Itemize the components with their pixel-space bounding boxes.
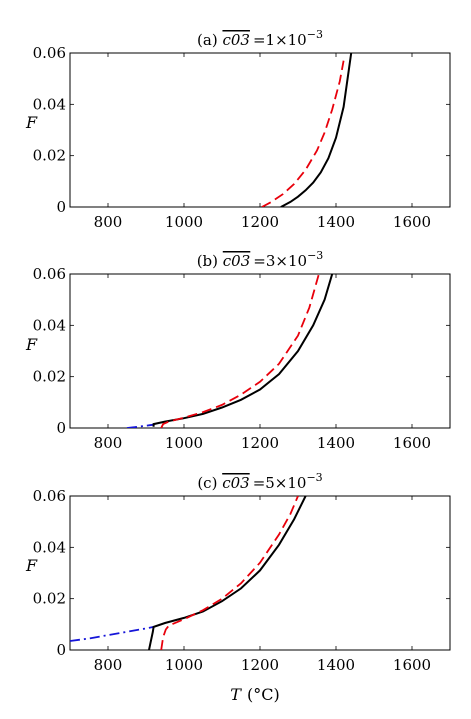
panel-title-b: (b) c03 =3×10−3: [197, 249, 324, 270]
y-tick-label-c-3: 0.06: [33, 487, 66, 505]
y-axis-label-a: F: [25, 113, 38, 132]
panel-title-exp-a: −3: [307, 28, 323, 41]
x-tick-label-c-1: 1000: [165, 656, 203, 674]
x-tick-label-c-2: 1200: [241, 656, 279, 674]
x-tick-label-a-0: 800: [94, 213, 123, 231]
panel-title-a: (a) c03 =1×10−3: [197, 28, 323, 49]
series-dashdot-c: [70, 626, 154, 642]
y-tick-label-b-3: 0.06: [33, 265, 66, 283]
panel-title-exp-c: −3: [306, 471, 322, 484]
x-tick-label-c-4: 1600: [393, 656, 431, 674]
x-axis-label-unit: (°C): [247, 685, 280, 704]
panel-title-value-c: =5×10: [253, 474, 307, 492]
y-tick-label-a-3: 0.06: [33, 44, 66, 62]
y-tick-label-c-2: 0.04: [33, 538, 66, 556]
series-dashed-a: [261, 60, 345, 207]
y-tick-label-c-1: 0.02: [33, 590, 66, 608]
panel-title-c: (c) c03 =5×10−3: [197, 471, 322, 492]
axes-box-c: [69, 495, 451, 651]
x-tick-label-b-2: 1200: [241, 434, 279, 452]
panel-title-var-c: c03: [222, 474, 250, 492]
axes-box-a: [69, 52, 451, 208]
panel-a: 800 1000 1200 1400 1600 0 0.02 0.04 0.06 (a) c03 =…: [33, 28, 451, 231]
x-tick-label-c-0: 800: [94, 656, 123, 674]
x-tick-label-b-4: 1600: [393, 434, 431, 452]
x-tick-label-a-3: 1400: [317, 213, 355, 231]
panel-title-var-b: c03: [223, 252, 251, 270]
x-tick-label-a-1: 1000: [165, 213, 203, 231]
y-tick-label-b-2: 0.04: [33, 316, 66, 334]
y-tick-label-b-0: 0: [56, 419, 66, 437]
y-tick-label-c-0: 0: [56, 641, 66, 659]
x-axis-label: T (°C): [230, 685, 279, 704]
panel-title-value-b: =3×10: [253, 252, 307, 270]
panel-title-prefix-c: (c): [197, 474, 222, 492]
y-tick-label-a-0: 0: [56, 198, 66, 216]
series-dashdot-b: [126, 423, 154, 428]
x-tick-label-b-1: 1000: [165, 434, 203, 452]
panel-b: 800 1000 1200 1400 1600 0 0.02 0.04 0.06 (b) c03 =…: [33, 249, 451, 452]
series-dashed-c: [160, 496, 299, 650]
x-axis-label-var: T: [230, 685, 242, 704]
series-solid-b: [152, 274, 334, 427]
panel-title-prefix-b: (b): [197, 252, 223, 270]
x-tick-label-c-3: 1400: [317, 656, 355, 674]
x-tick-label-b-3: 1400: [317, 434, 355, 452]
panel-title-value-a: =1×10: [253, 31, 307, 49]
y-tick-label-a-1: 0.02: [33, 147, 66, 165]
panel-title-exp-b: −3: [307, 249, 323, 262]
panel-title-prefix-a: (a): [197, 31, 222, 49]
panel-title-var-a: c03: [222, 31, 250, 49]
series-solid-a: [280, 53, 353, 207]
y-tick-label-a-2: 0.04: [33, 95, 66, 113]
series-dashed-b: [160, 274, 320, 428]
y-tick-label-b-1: 0.02: [33, 368, 66, 386]
axes-box-b: [69, 273, 451, 429]
y-axis-label-c: F: [25, 556, 38, 575]
y-axis-label-b: F: [25, 335, 38, 354]
x-tick-label-a-4: 1600: [393, 213, 431, 231]
panel-c: 800 1000 1200 1400 1600 0 0.02 0.04 0.06 (c) c03 =…: [33, 471, 451, 674]
x-tick-label-b-0: 800: [94, 434, 123, 452]
series-solid-c: [148, 496, 307, 650]
x-tick-label-a-2: 1200: [241, 213, 279, 231]
